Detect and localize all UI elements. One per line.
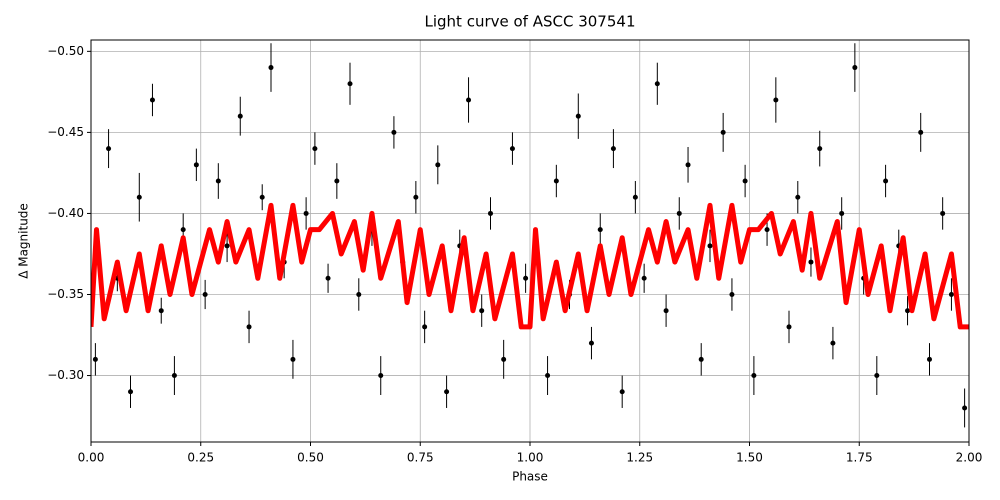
x-tick-label: 2.00 bbox=[956, 451, 983, 465]
x-tick-label: 1.25 bbox=[626, 451, 653, 465]
data-point bbox=[962, 405, 968, 411]
data-point bbox=[729, 291, 735, 297]
data-point bbox=[786, 324, 792, 330]
data-point bbox=[575, 113, 581, 119]
data-point bbox=[610, 146, 616, 152]
x-tick-label: 1.50 bbox=[736, 451, 763, 465]
x-tick-label: 1.00 bbox=[517, 451, 544, 465]
data-point bbox=[215, 178, 221, 184]
data-point bbox=[92, 356, 98, 362]
data-point bbox=[619, 389, 625, 395]
data-point bbox=[830, 340, 836, 346]
data-point bbox=[883, 178, 889, 184]
data-point bbox=[926, 356, 932, 362]
data-point bbox=[106, 146, 112, 152]
data-point bbox=[742, 178, 748, 184]
ticks: 0.00 0.25 0.50 0.75 1.00 1.25 1.50 1.75 2.00 −0.5… bbox=[47, 44, 982, 465]
data-point bbox=[720, 129, 726, 135]
y-tick-label: −0.45 bbox=[47, 125, 84, 139]
data-point bbox=[171, 373, 177, 379]
data-point bbox=[325, 275, 331, 281]
data-point bbox=[149, 97, 155, 103]
x-tick-label: 0.75 bbox=[407, 451, 434, 465]
data-point bbox=[795, 194, 801, 200]
data-point bbox=[641, 275, 647, 281]
y-tick-label: −0.30 bbox=[47, 368, 84, 382]
data-point bbox=[948, 291, 954, 297]
data-point bbox=[237, 113, 243, 119]
data-point bbox=[180, 227, 186, 233]
data-point bbox=[158, 308, 164, 314]
data-point bbox=[654, 81, 660, 87]
data-point bbox=[918, 129, 924, 135]
data-point bbox=[303, 210, 309, 216]
data-point bbox=[751, 373, 757, 379]
data-point bbox=[698, 356, 704, 362]
data-point bbox=[356, 291, 362, 297]
data-point bbox=[334, 178, 340, 184]
data-point bbox=[707, 243, 713, 249]
data-point bbox=[290, 356, 296, 362]
data-point bbox=[347, 81, 353, 87]
data-point bbox=[312, 146, 318, 152]
data-point bbox=[553, 178, 559, 184]
data-point bbox=[444, 389, 450, 395]
data-point bbox=[509, 146, 515, 152]
data-point bbox=[479, 308, 485, 314]
data-point bbox=[193, 162, 199, 168]
data-point bbox=[259, 194, 265, 200]
data-point bbox=[523, 275, 529, 281]
data-point bbox=[632, 194, 638, 200]
data-point bbox=[391, 129, 397, 135]
data-point bbox=[940, 210, 946, 216]
x-tick-label: 0.25 bbox=[187, 451, 214, 465]
data-point bbox=[764, 227, 770, 233]
data-point bbox=[817, 146, 823, 152]
data-point bbox=[202, 291, 208, 297]
x-tick-label: 0.50 bbox=[297, 451, 324, 465]
y-tick-label: −0.35 bbox=[47, 287, 84, 301]
y-axis-label: Δ Magnitude bbox=[17, 203, 31, 279]
x-axis-label: Phase bbox=[512, 470, 548, 484]
data-point bbox=[839, 210, 845, 216]
data-point bbox=[852, 65, 858, 71]
data-point bbox=[545, 373, 551, 379]
x-tick-label: 1.75 bbox=[846, 451, 873, 465]
plot-area bbox=[91, 43, 969, 428]
data-point bbox=[422, 324, 428, 330]
data-point bbox=[588, 340, 594, 346]
data-point bbox=[268, 65, 274, 71]
data-point bbox=[905, 308, 911, 314]
data-point bbox=[413, 194, 419, 200]
data-point bbox=[501, 356, 507, 362]
y-tick-label: −0.50 bbox=[47, 44, 84, 58]
data-point bbox=[663, 308, 669, 314]
data-point bbox=[246, 324, 252, 330]
data-point bbox=[466, 97, 472, 103]
data-point bbox=[685, 162, 691, 168]
data-point bbox=[128, 389, 134, 395]
data-point bbox=[874, 373, 880, 379]
data-point bbox=[597, 227, 603, 233]
x-tick-label: 0.00 bbox=[78, 451, 105, 465]
data-point bbox=[808, 259, 814, 265]
fit-curve bbox=[91, 202, 969, 330]
chart-title: Light curve of ASCC 307541 bbox=[425, 13, 636, 31]
data-point bbox=[378, 373, 384, 379]
data-point bbox=[773, 97, 779, 103]
data-point bbox=[435, 162, 441, 168]
data-point bbox=[676, 210, 682, 216]
data-point bbox=[224, 243, 230, 249]
y-tick-label: −0.40 bbox=[47, 206, 84, 220]
data-point bbox=[487, 210, 493, 216]
data-point bbox=[136, 194, 142, 200]
